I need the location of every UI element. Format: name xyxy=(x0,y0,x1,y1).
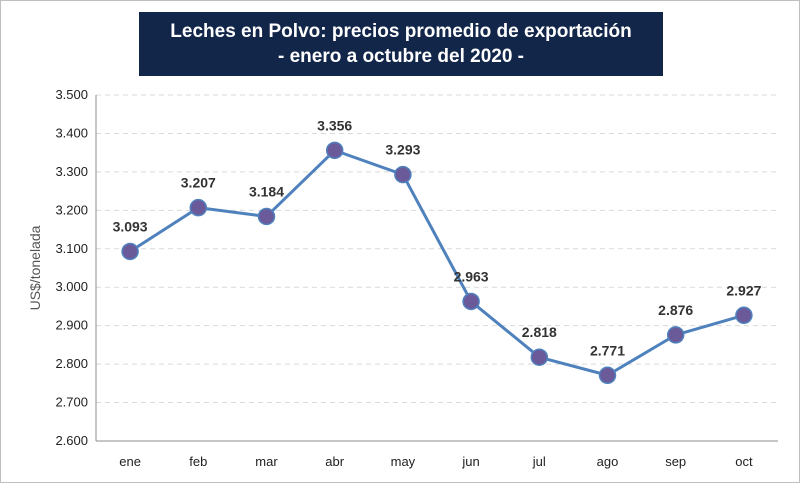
y-tick-label: 3.000 xyxy=(55,279,88,294)
x-tick-label: mar xyxy=(255,454,278,469)
y-tick-label: 2.600 xyxy=(55,433,88,448)
data-label: 3.293 xyxy=(385,142,420,158)
x-tick-label: feb xyxy=(189,454,207,469)
data-point xyxy=(121,242,139,261)
y-tick-label: 3.300 xyxy=(55,164,88,179)
data-point xyxy=(394,165,412,184)
data-label: 2.963 xyxy=(454,268,489,284)
chart-subtitle: - enero a octubre del 2020 - xyxy=(277,46,525,67)
series-line xyxy=(129,148,745,377)
x-tick-label: sep xyxy=(665,454,686,469)
chart-title: Leches en Polvo: precios promedio de exp… xyxy=(170,21,632,42)
data-point xyxy=(530,348,549,366)
y-tick-label: 3.200 xyxy=(55,202,88,217)
data-label: 3.356 xyxy=(317,117,352,133)
y-tick-label: 3.400 xyxy=(55,125,88,140)
y-tick-label: 3.100 xyxy=(55,241,88,256)
data-point xyxy=(462,292,480,311)
x-tick-label: ago xyxy=(597,454,619,469)
data-point xyxy=(325,141,344,160)
x-tick-label: oct xyxy=(735,454,753,469)
data-point xyxy=(598,366,617,385)
data-label: 2.927 xyxy=(726,282,761,298)
data-label: 2.771 xyxy=(590,342,625,358)
x-tick-label: abr xyxy=(325,454,344,469)
y-tick-label: 3.500 xyxy=(55,87,88,102)
y-tick-label: 2.700 xyxy=(55,395,88,410)
data-label: 3.093 xyxy=(113,218,148,234)
x-tick-label: may xyxy=(391,454,416,469)
chart-title-box: Leches en Polvo: precios promedio de exp… xyxy=(139,12,663,76)
y-tick-label: 2.900 xyxy=(55,318,88,333)
x-tick-label: jun xyxy=(461,454,479,469)
x-tick-label: ene xyxy=(119,454,141,469)
data-point xyxy=(257,207,276,226)
data-label: 3.184 xyxy=(249,183,284,199)
data-label: 2.876 xyxy=(658,302,693,318)
data-point xyxy=(189,198,208,217)
y-tick-label: 2.800 xyxy=(55,356,88,371)
data-label: 3.207 xyxy=(181,175,216,191)
x-tick-label: jul xyxy=(532,454,546,469)
y-axis-title: US$/tonelada xyxy=(27,225,43,310)
data-label: 2.818 xyxy=(522,324,557,340)
data-point xyxy=(735,306,753,325)
data-point xyxy=(666,326,685,344)
